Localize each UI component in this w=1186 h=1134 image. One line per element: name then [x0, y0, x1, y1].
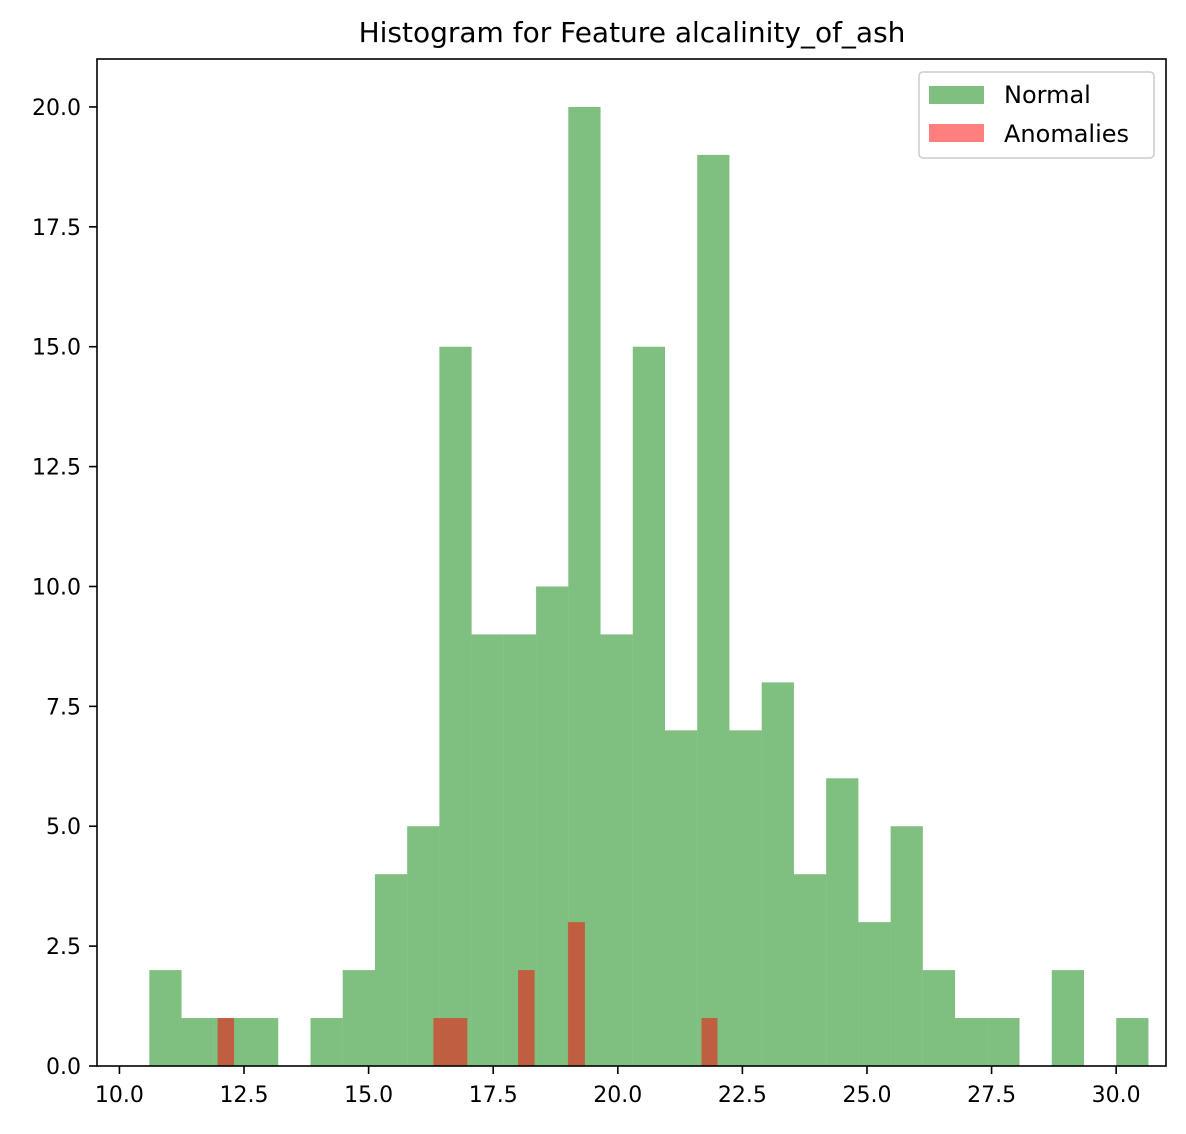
legend: Normal Anomalies	[918, 71, 1155, 159]
y-tick-label: 17.5	[32, 216, 81, 241]
y-tick-label: 12.5	[32, 456, 81, 481]
bar-normal	[922, 970, 956, 1066]
y-tick-label: 7.5	[46, 695, 81, 720]
bar-normal	[181, 1018, 214, 1066]
bar-normal	[890, 826, 923, 1066]
bar-normal	[374, 874, 408, 1066]
bar-normal	[1116, 1018, 1149, 1066]
bar-normal	[665, 730, 698, 1066]
bar-normal	[1051, 970, 1084, 1066]
bar-normal	[568, 106, 601, 1066]
x-tick-label: 17.5	[469, 1083, 518, 1108]
bar-normal	[858, 922, 891, 1066]
bar-normal	[761, 682, 794, 1066]
y-tick-label: 2.5	[46, 935, 81, 960]
axes-layer: 10.0 12.5 15.0 17.5 20.0 22.5 25.0 27.5 30.0 0.0 2…	[32, 58, 1167, 1108]
bar-normal	[600, 634, 633, 1066]
legend-swatch-anomalies	[929, 124, 984, 142]
y-tick-label: 0.0	[46, 1055, 81, 1080]
bar-normal	[793, 874, 827, 1066]
bar-normal	[987, 1018, 1020, 1066]
x-tick-label: 15.0	[344, 1083, 393, 1108]
legend-label-normal: Normal	[1004, 81, 1091, 109]
bar-normal	[697, 154, 730, 1066]
bar-anomaly	[701, 1018, 718, 1066]
bar-normal	[246, 1018, 279, 1066]
bar-normal	[826, 778, 859, 1066]
bar-normal	[342, 970, 375, 1066]
bar-normal	[632, 346, 666, 1066]
y-tick-label: 20.0	[32, 96, 81, 121]
legend-label-anomalies: Anomalies	[1004, 120, 1129, 148]
legend-swatch-normal	[929, 86, 984, 104]
x-tick-label: 30.0	[1092, 1083, 1141, 1108]
bar-normal	[729, 730, 762, 1066]
bar-normal	[149, 970, 182, 1066]
x-tick-label: 20.0	[593, 1083, 642, 1108]
bar-anomaly	[567, 922, 585, 1066]
plot-frame	[96, 58, 1167, 1067]
bars-layer	[149, 106, 1149, 1066]
bar-normal	[955, 1018, 988, 1066]
x-tick-label: 12.5	[220, 1083, 269, 1108]
chart-title: Histogram for Feature alcalinity_of_ash	[359, 16, 906, 49]
bar-normal	[536, 586, 569, 1066]
x-tick-label: 25.0	[842, 1083, 891, 1108]
y-tick-label: 5.0	[46, 815, 81, 840]
bar-anomaly	[217, 1018, 235, 1066]
x-tick-label: 10.0	[95, 1083, 144, 1108]
y-tick-label: 15.0	[32, 336, 81, 361]
x-tick-label: 22.5	[718, 1083, 767, 1108]
bar-normal	[471, 634, 504, 1066]
bar-normal	[310, 1018, 343, 1066]
y-tick-label: 10.0	[32, 575, 81, 600]
bar-anomaly	[433, 1018, 468, 1066]
bar-anomaly	[518, 970, 535, 1066]
bar-normal	[439, 346, 472, 1066]
x-tick-label: 27.5	[967, 1083, 1016, 1108]
